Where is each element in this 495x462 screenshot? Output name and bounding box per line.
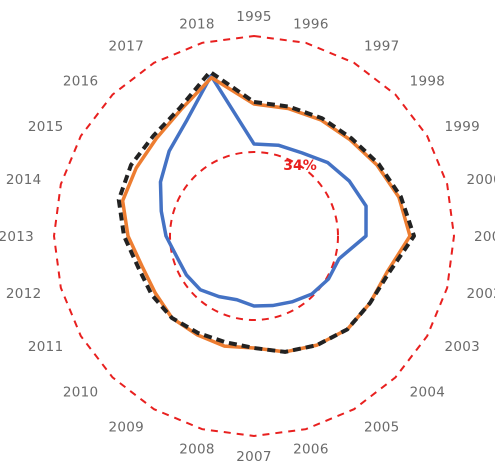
category-label: 2001 <box>474 229 495 245</box>
category-label: 2009 <box>108 420 144 436</box>
category-label: 2005 <box>364 420 400 436</box>
category-label: 2008 <box>179 442 215 458</box>
series-line-1 <box>158 73 368 308</box>
category-label: 2011 <box>28 339 64 355</box>
series-line-2 <box>120 75 412 354</box>
outer-reference-circle <box>52 34 456 438</box>
category-label: 2014 <box>6 172 42 188</box>
category-label: 2012 <box>6 286 42 302</box>
category-label: 2006 <box>293 442 329 458</box>
category-label: 2003 <box>445 339 481 355</box>
category-label: 2015 <box>28 119 64 135</box>
category-label: 2000 <box>467 172 495 188</box>
category-label: 2017 <box>108 38 144 54</box>
category-label: 1998 <box>410 73 446 89</box>
reference-circles <box>52 34 456 438</box>
reference-label: 34% <box>283 158 317 174</box>
category-label: 2018 <box>179 16 215 32</box>
inner-reference-circle <box>169 151 339 321</box>
category-label: 2013 <box>0 229 34 245</box>
category-label: 1996 <box>293 16 329 32</box>
series-lines <box>116 69 416 354</box>
series-line-3 <box>116 69 416 354</box>
category-label: 2004 <box>410 385 446 401</box>
category-label: 2007 <box>236 449 272 462</box>
category-label: 1997 <box>364 38 400 54</box>
category-label: 2010 <box>63 385 99 401</box>
category-label: 2016 <box>63 73 99 89</box>
category-label: 1995 <box>236 9 272 25</box>
category-label: 1999 <box>445 119 481 135</box>
